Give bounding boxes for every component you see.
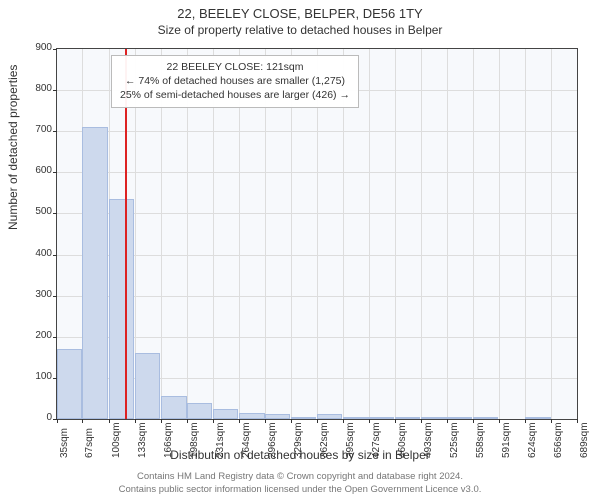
- x-tick-mark: [239, 419, 240, 423]
- footer-line-1: Contains HM Land Registry data © Crown c…: [0, 471, 600, 483]
- annotation-line-1: 22 BEELEY CLOSE: 121sqm: [120, 60, 350, 74]
- x-tick-label: 525sqm: [449, 422, 460, 458]
- y-tick-mark: [53, 296, 57, 297]
- x-tick-label: 35sqm: [59, 428, 70, 458]
- gridline-v: [369, 49, 370, 419]
- x-tick-label: 296sqm: [267, 422, 278, 458]
- footer: Contains HM Land Registry data © Crown c…: [0, 471, 600, 496]
- chart-subtitle: Size of property relative to detached ho…: [0, 23, 600, 39]
- gridline-v: [551, 49, 552, 419]
- x-tick-mark: [447, 419, 448, 423]
- x-tick-mark: [161, 419, 162, 423]
- y-tick-label: 800: [28, 83, 52, 94]
- x-tick-mark: [135, 419, 136, 423]
- y-tick-label: 300: [28, 289, 52, 300]
- annotation-box: 22 BEELEY CLOSE: 121sqm ← 74% of detache…: [111, 55, 359, 108]
- y-tick-mark: [53, 255, 57, 256]
- gridline-v: [447, 49, 448, 419]
- x-tick-mark: [82, 419, 83, 423]
- histogram-bar: [525, 417, 550, 419]
- x-tick-label: 329sqm: [293, 422, 304, 458]
- x-tick-label: 231sqm: [215, 422, 226, 458]
- x-tick-mark: [369, 419, 370, 423]
- y-tick-label: 100: [28, 371, 52, 382]
- gridline-v: [499, 49, 500, 419]
- x-tick-label: 395sqm: [345, 422, 356, 458]
- x-tick-mark: [577, 419, 578, 423]
- histogram-bar: [161, 396, 186, 419]
- histogram-bar: [291, 417, 316, 419]
- y-tick-label: 0: [28, 412, 52, 423]
- y-tick-label: 900: [28, 42, 52, 53]
- histogram-bar: [265, 414, 290, 419]
- histogram-bar: [109, 199, 134, 419]
- x-tick-label: 656sqm: [553, 422, 564, 458]
- histogram-bar: [135, 353, 160, 419]
- x-tick-mark: [499, 419, 500, 423]
- x-tick-label: 198sqm: [189, 422, 200, 458]
- histogram-bar: [395, 417, 420, 419]
- x-tick-mark: [317, 419, 318, 423]
- gridline-v: [395, 49, 396, 419]
- x-tick-mark: [291, 419, 292, 423]
- y-tick-label: 500: [28, 206, 52, 217]
- chart-title: 22, BEELEY CLOSE, BELPER, DE56 1TY: [0, 6, 600, 23]
- x-tick-label: 493sqm: [423, 422, 434, 458]
- histogram-bar: [82, 127, 107, 419]
- x-tick-label: 166sqm: [163, 422, 174, 458]
- histogram-bar: [239, 413, 264, 419]
- histogram-bar: [57, 349, 82, 419]
- x-tick-label: 460sqm: [397, 422, 408, 458]
- annotation-line-2: ← 74% of detached houses are smaller (1,…: [120, 74, 350, 88]
- x-tick-label: 624sqm: [527, 422, 538, 458]
- y-tick-label: 600: [28, 165, 52, 176]
- y-tick-mark: [53, 337, 57, 338]
- x-tick-label: 689sqm: [579, 422, 590, 458]
- histogram-bar: [213, 409, 238, 419]
- y-tick-mark: [53, 213, 57, 214]
- y-tick-label: 200: [28, 330, 52, 341]
- x-tick-label: 67sqm: [84, 428, 95, 458]
- chart-container: 22, BEELEY CLOSE, BELPER, DE56 1TY Size …: [0, 0, 600, 500]
- annotation-line-3: 25% of semi-detached houses are larger (…: [120, 88, 350, 102]
- x-tick-label: 362sqm: [319, 422, 330, 458]
- y-tick-mark: [53, 49, 57, 50]
- histogram-bar: [421, 417, 446, 419]
- y-tick-label: 400: [28, 248, 52, 259]
- x-tick-mark: [551, 419, 552, 423]
- x-tick-label: 133sqm: [137, 422, 148, 458]
- y-tick-label: 700: [28, 124, 52, 135]
- x-tick-mark: [473, 419, 474, 423]
- gridline-v: [473, 49, 474, 419]
- gridline-v: [525, 49, 526, 419]
- x-tick-mark: [109, 419, 110, 423]
- x-tick-label: 558sqm: [475, 422, 486, 458]
- x-tick-label: 264sqm: [241, 422, 252, 458]
- title-block: 22, BEELEY CLOSE, BELPER, DE56 1TY Size …: [0, 0, 600, 38]
- histogram-bar: [343, 417, 368, 419]
- y-axis-label: Number of detached properties: [6, 65, 20, 230]
- x-tick-label: 427sqm: [371, 422, 382, 458]
- x-tick-mark: [57, 419, 58, 423]
- x-tick-label: 100sqm: [111, 422, 122, 458]
- x-tick-mark: [395, 419, 396, 423]
- x-tick-mark: [421, 419, 422, 423]
- plot-area: 22 BEELEY CLOSE: 121sqm ← 74% of detache…: [56, 48, 578, 420]
- y-tick-mark: [53, 131, 57, 132]
- histogram-bar: [369, 417, 394, 419]
- x-tick-mark: [213, 419, 214, 423]
- histogram-bar: [447, 417, 472, 419]
- histogram-bar: [317, 414, 342, 419]
- y-tick-mark: [53, 90, 57, 91]
- gridline-v: [421, 49, 422, 419]
- x-tick-mark: [265, 419, 266, 423]
- histogram-bar: [187, 403, 212, 419]
- y-tick-mark: [53, 172, 57, 173]
- x-tick-label: 591sqm: [501, 422, 512, 458]
- x-tick-mark: [187, 419, 188, 423]
- histogram-bar: [473, 417, 498, 419]
- footer-line-2: Contains public sector information licen…: [0, 484, 600, 496]
